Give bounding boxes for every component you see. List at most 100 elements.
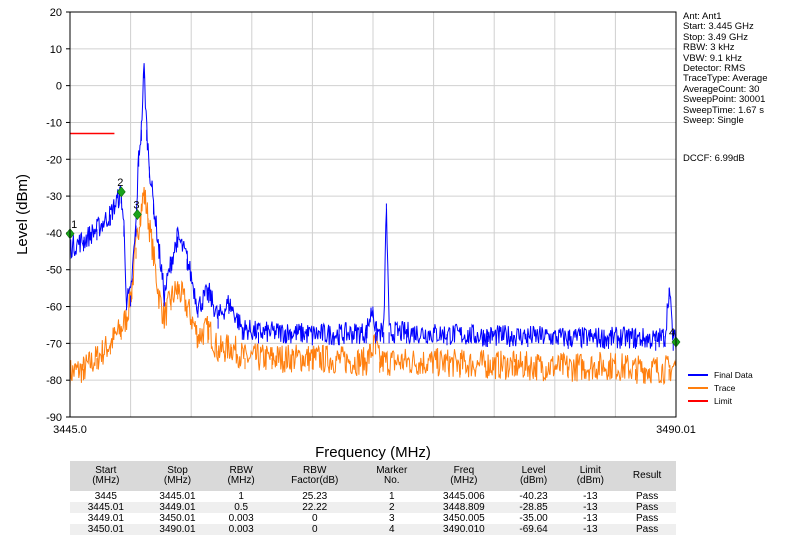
marker-label: 3 (133, 200, 139, 212)
legend-swatch (688, 373, 708, 376)
table-row: 3445.01 3449.01 0.5 22.22 2 3448.809 -28.85 -13… (70, 502, 676, 513)
table-header-cell: Limit (dBm) (562, 461, 619, 491)
marker-label: 4 (669, 327, 675, 339)
table-cell: -13 (583, 512, 598, 524)
info-line: VBW: 9.1 kHz (683, 52, 742, 64)
table-cell: 1 (238, 490, 244, 502)
x-tick-label: 3445.0 (53, 424, 87, 436)
marker-label: 1 (71, 219, 77, 231)
y-tick-label: -90 (46, 412, 62, 424)
info-line: Sweep: Single (683, 115, 744, 127)
measurement-info-panel: Ant: Ant1 Start: 3.445 GHz Stop: 3.49 GHz R… (683, 12, 791, 126)
table-header-cell: Marker No. (360, 461, 424, 491)
table-cell: 0 (269, 524, 361, 535)
table-cell: -40.23 (519, 490, 548, 502)
table-header-cell: Start (MHz) (70, 461, 142, 491)
legend-item: Final Data (688, 368, 753, 381)
table-cell: -13 (562, 524, 619, 535)
table-header-cell: RBW Factor(dB) (269, 461, 361, 491)
y-axis-ticks: 20 10 0 -10 -20 -30 -40 -50 -60 -70 -80 -90 (46, 7, 70, 424)
legend-label: Final Data (714, 369, 753, 380)
info-line: Start: 3.445 GHz (683, 21, 754, 33)
table-header-cell: Freq (MHz) (423, 461, 505, 491)
y-tick-label: -10 (46, 117, 62, 129)
table-cell: -69.64 (504, 524, 563, 535)
table-cell: 3445.01 (70, 502, 142, 513)
legend-label: Limit (714, 395, 732, 406)
y-tick-label: 0 (56, 81, 62, 93)
table-header-cell: RBW (MHz) (213, 461, 270, 491)
table-cell: 3450.01 (70, 524, 142, 535)
table-cell: 3449.01 (141, 502, 214, 513)
table-cell: 0.5 (213, 502, 270, 513)
legend-swatch (688, 386, 708, 389)
info-line: Stop: 3.49 GHz (683, 31, 748, 43)
table-cell: Pass (635, 512, 659, 524)
series-layer (69, 63, 677, 388)
legend-label: Trace (714, 382, 736, 393)
results-table: Start (MHz) Stop (MHz) RBW (MHz) RBW Factor(dB)… (70, 461, 676, 535)
marker-label: 2 (117, 177, 123, 189)
table-cell: 3445.006 (443, 490, 485, 502)
table-cell: 4 (360, 524, 424, 535)
table-row: 3445 3445.01 1 25.23 1 3445.006 -40.23 -13 Pass (70, 491, 676, 502)
table-cell: Pass (618, 524, 676, 535)
legend-item: Limit (688, 394, 753, 407)
marker-point (116, 186, 126, 198)
x-tick-label: 3490.01 (656, 424, 696, 436)
table-cell: Pass (618, 502, 676, 513)
y-tick-label: 10 (50, 44, 62, 56)
table-cell: 3449.01 (87, 512, 124, 524)
table-header-cell: Level (dBm) (504, 461, 563, 491)
table-cell: 25.23 (302, 490, 328, 502)
table-row: 3450.01 3490.01 0.003 0 4 3490.010 -69.64 -13 Pa… (70, 524, 676, 535)
chart-legend: Final Data Trace Limit (688, 368, 753, 407)
table-cell: 0.003 (213, 524, 270, 535)
series-line-final-data (69, 63, 677, 351)
y-tick-label: -20 (46, 154, 62, 166)
series-line-trace (69, 186, 677, 388)
table-cell: 0.003 (228, 512, 254, 524)
info-line: AverageCount: 30 (683, 83, 760, 95)
table-cell: 3490.01 (141, 524, 214, 535)
dccf-value: DCCF: 6.99dB (683, 153, 745, 164)
y-tick-label: -70 (46, 338, 62, 350)
table-body: 3445 3445.01 1 25.23 1 3445.006 -40.23 -13 Pass 3… (70, 491, 676, 535)
table-row: 3449.01 3450.01 0.003 0 3 3450.005 -35.00 -13 Pa… (70, 513, 676, 524)
table-cell: -13 (583, 490, 598, 502)
y-tick-label: -30 (46, 191, 62, 203)
table-cell: Pass (635, 490, 659, 502)
table-cell: -13 (562, 502, 619, 513)
table-cell: 2 (360, 502, 424, 513)
y-tick-label: -80 (46, 375, 62, 387)
y-tick-label: 20 (50, 7, 62, 19)
table-cell: 0 (311, 512, 318, 524)
table-header-row: Start (MHz) Stop (MHz) RBW (MHz) RBW Factor(dB)… (70, 461, 676, 491)
table-cell: 3450.005 (443, 512, 485, 524)
x-axis-label: Frequency (MHz) (315, 444, 431, 460)
info-line: RBW: 3 kHz (683, 42, 735, 54)
legend-item: Trace (688, 381, 753, 394)
info-line: SweepTime: 1.67 s (683, 104, 764, 116)
info-line: TraceType: Average (683, 73, 768, 85)
table-cell: 3448.809 (423, 502, 505, 513)
y-axis-label: Level (dBm) (14, 174, 31, 255)
info-line: Detector: RMS (683, 63, 746, 75)
table-cell: 22.22 (269, 502, 361, 513)
table-header-cell: Result (618, 461, 676, 491)
plot-frame (69, 11, 677, 418)
table-header-cell: Stop (MHz) (141, 461, 214, 491)
table-cell: 1 (388, 490, 395, 502)
table-cell: 3 (388, 512, 395, 524)
table-cell: -28.85 (504, 502, 563, 513)
table-cell: -35.00 (519, 512, 548, 524)
x-axis-ticks: 3445.0 3490.01 (53, 424, 696, 436)
info-line: SweepPoint: 30001 (683, 94, 766, 106)
marker-point (133, 209, 142, 220)
y-tick-label: -50 (46, 265, 62, 277)
table-cell: 3445 (94, 490, 117, 502)
table-cell: 3450.01 (159, 512, 196, 524)
table-cell: 3490.010 (423, 524, 505, 535)
legend-swatch (688, 399, 708, 402)
y-tick-label: -60 (46, 302, 62, 314)
